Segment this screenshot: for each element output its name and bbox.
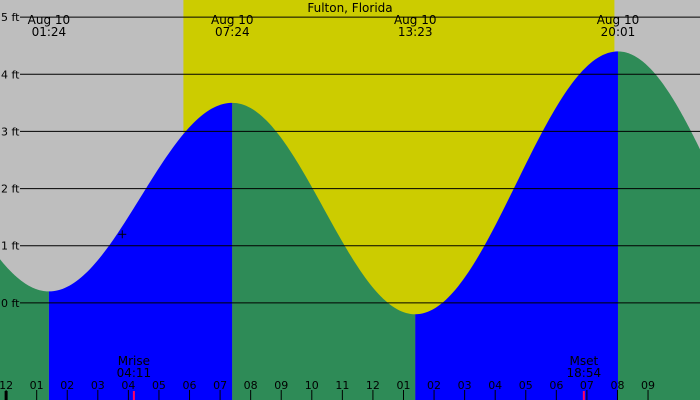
extreme-date-label: Aug 10 [211, 13, 254, 27]
rising-tide-segment [48, 102, 233, 400]
hour-tick-label: 02 [427, 379, 441, 392]
hour-tick-label: 08 [244, 379, 258, 392]
hour-axis: 1112010203040506070809101112010203040506… [0, 379, 655, 400]
y-tick-label: 0 ft [1, 297, 20, 310]
midnight-marker [4, 391, 8, 400]
falling-tide-segment [232, 102, 416, 400]
y-tick-label: 5 ft [1, 11, 20, 24]
hour-tick-label: 05 [152, 379, 166, 392]
moon-event-time: 04:11 [117, 366, 152, 380]
hour-tick-label: 02 [60, 379, 74, 392]
extreme-time-label: 20:01 [601, 25, 636, 39]
y-tick-label: 4 ft [1, 68, 20, 81]
hour-tick-label: 11 [335, 379, 349, 392]
hour-tick-label: 01 [396, 379, 410, 392]
hour-tick-label: 01 [30, 379, 44, 392]
height-gridlines: 0 ft 1 ft 2 ft 3 ft 4 ft 5 ft [1, 11, 700, 310]
hour-tick-label: 07 [580, 379, 594, 392]
falling-tide-segment [0, 259, 49, 400]
falling-tide-segment [617, 51, 700, 400]
hour-tick-label: 04 [121, 379, 135, 392]
moon-event-time: 18:54 [567, 366, 602, 380]
extreme-date-label: Aug 10 [394, 13, 437, 27]
hour-tick-label: 12 [0, 379, 13, 392]
hour-tick-label: 05 [519, 379, 533, 392]
y-tick-label: 1 ft [1, 240, 20, 253]
hour-tick-label: 03 [91, 379, 105, 392]
hour-tick-label: 06 [549, 379, 563, 392]
hour-tick-label: 06 [183, 379, 197, 392]
tide-area [0, 51, 700, 400]
extreme-time-label: 07:24 [215, 25, 250, 39]
hour-tick-label: 09 [641, 379, 655, 392]
moon-event-label: Mset [569, 354, 598, 368]
hour-tick-label: 04 [488, 379, 502, 392]
extreme-time-label: 01:24 [32, 25, 67, 39]
current-time-marker [118, 230, 127, 239]
hour-tick-label: 10 [305, 379, 319, 392]
rising-tide-segment [415, 51, 618, 400]
moon-event-label: Mrise [118, 354, 150, 368]
hour-tick-label: 09 [274, 379, 288, 392]
y-tick-label: 2 ft [1, 183, 20, 196]
extreme-date-label: Aug 10 [597, 13, 640, 27]
extreme-date-label: Aug 10 [28, 13, 71, 27]
moon-event-marker [582, 391, 585, 400]
hour-tick-label: 12 [366, 379, 380, 392]
hour-tick-label: 03 [458, 379, 472, 392]
extreme-time-label: 13:23 [398, 25, 433, 39]
y-tick-label: 3 ft [1, 125, 20, 138]
chart-title: Fulton, Florida [307, 1, 392, 15]
hour-tick-label: 08 [610, 379, 624, 392]
moon-event-marker [132, 391, 135, 400]
hour-tick-label: 07 [213, 379, 227, 392]
